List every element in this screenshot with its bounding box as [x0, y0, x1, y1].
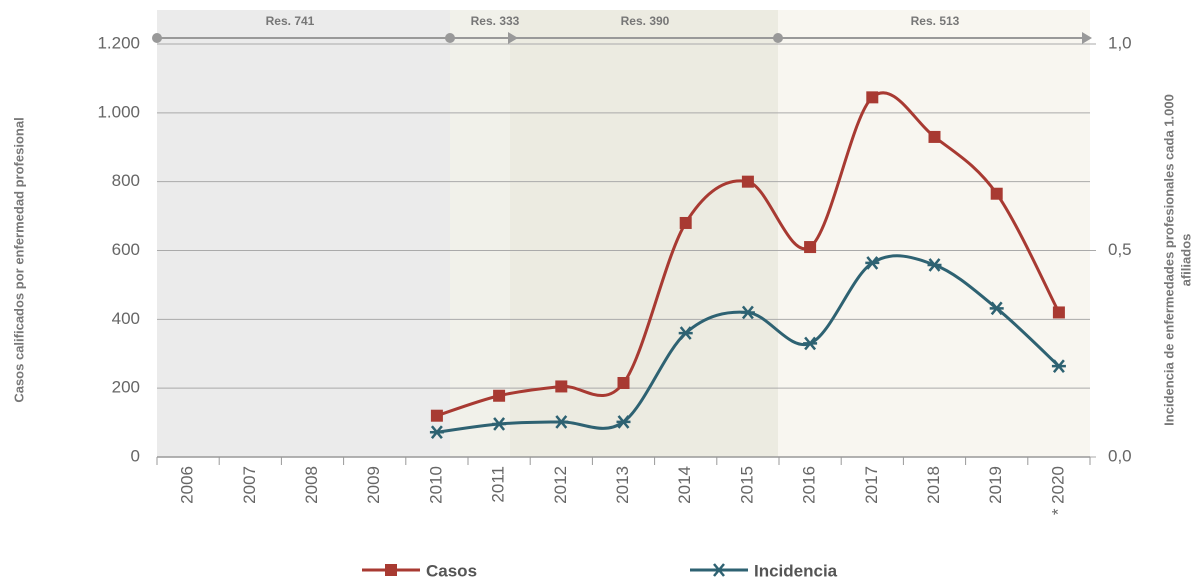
period-arrows [152, 32, 1092, 44]
marker [617, 377, 630, 390]
x-tick-label: 2012 [551, 466, 570, 504]
x-tick-label: 2008 [302, 466, 321, 504]
y2-axis-title: Incidencia de enfermedades profesionales… [1161, 94, 1176, 426]
y2-tick-label: 0,0 [1108, 446, 1132, 465]
period-label: Res. 333 [471, 14, 520, 28]
marker [429, 425, 444, 440]
marker [803, 336, 818, 351]
marker [989, 301, 1004, 316]
marker [679, 216, 692, 229]
marker [927, 258, 942, 272]
x-tick-label: 2017 [862, 466, 881, 504]
x-tick-label: 2011 [489, 466, 508, 503]
period-arrowhead [508, 32, 518, 44]
x-tick-label: * 2020 [1048, 466, 1067, 515]
x-tick-label: 2006 [178, 466, 197, 504]
period-dot [773, 33, 783, 43]
marker [430, 409, 443, 422]
marker [740, 305, 755, 320]
marker [1052, 306, 1065, 319]
legend-label: Casos [426, 561, 477, 580]
period-band [778, 10, 1090, 457]
marker [493, 389, 506, 402]
marker [678, 326, 693, 340]
period-label: Res. 390 [621, 14, 670, 28]
period-band [157, 10, 450, 457]
marker [554, 415, 569, 429]
marker [866, 91, 879, 104]
y-tick-label: 1.200 [97, 33, 140, 52]
x-tick-label: 2015 [737, 466, 756, 504]
period-backgrounds [157, 10, 1090, 457]
y2-tick-label: 1,0 [1108, 33, 1132, 52]
period-band [510, 10, 778, 457]
x-tick-label: 2016 [800, 466, 819, 504]
y-tick-label: 600 [112, 240, 140, 259]
period-dot [152, 33, 162, 43]
y2-tick-label: 0,5 [1108, 240, 1132, 259]
y2-axis-title: afiliados [1178, 234, 1193, 287]
period-dot [445, 33, 455, 43]
period-arrowhead [1082, 32, 1092, 44]
y-tick-label: 800 [112, 171, 140, 190]
period-band [450, 10, 510, 457]
x-tick-label: 2009 [364, 466, 383, 504]
marker [865, 256, 880, 270]
marker [555, 380, 568, 393]
x-tick-label: 2007 [240, 466, 259, 504]
y-tick-label: 400 [112, 309, 140, 328]
period-label: Res. 741 [266, 14, 315, 28]
marker [1051, 359, 1066, 373]
period-label: Res. 513 [911, 14, 960, 28]
x-tick-label: 2014 [675, 466, 694, 504]
x-tick-label: 2019 [986, 466, 1005, 504]
marker [616, 415, 631, 429]
marker [492, 417, 507, 431]
y-tick-label: 1.000 [97, 102, 140, 121]
y-axis-title: Casos calificados por enfermedad profesi… [11, 117, 26, 402]
marker [741, 175, 754, 188]
marker [804, 241, 817, 254]
x-tick-label: 2013 [613, 466, 632, 504]
marker [385, 564, 397, 576]
legend-label: Incidencia [754, 561, 838, 580]
marker [712, 563, 726, 577]
marker [990, 187, 1003, 200]
y-tick-label: 200 [112, 378, 140, 397]
y-tick-label: 0 [131, 446, 140, 465]
marker [928, 130, 941, 143]
x-tick-label: 2010 [426, 466, 445, 504]
x-tick-label: 2018 [924, 466, 943, 504]
